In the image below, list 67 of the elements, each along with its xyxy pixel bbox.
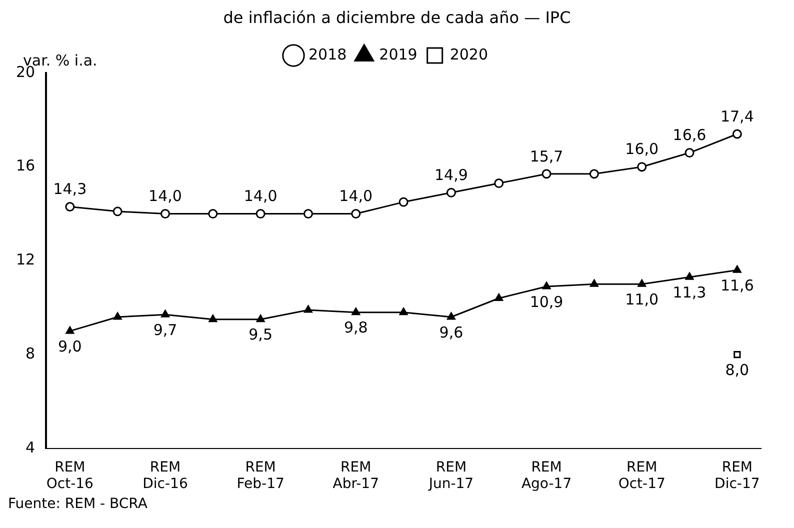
- point: [66, 326, 74, 334]
- data-label: 11,3: [672, 284, 706, 302]
- point: [590, 279, 598, 287]
- point: [542, 169, 552, 179]
- point: [446, 312, 456, 320]
- y-tick-label: 12: [16, 250, 36, 269]
- data-label: 14,0: [339, 187, 373, 206]
- data-label: 17,4: [720, 107, 754, 126]
- data-label: 9,7: [153, 321, 178, 340]
- point: [351, 209, 361, 219]
- x-tick-label: REM Dic-16: [142, 459, 188, 492]
- point: [304, 305, 312, 313]
- point: [65, 202, 75, 212]
- y-tick-label: 8: [26, 344, 36, 362]
- point: [732, 129, 742, 139]
- point: [208, 209, 218, 219]
- point: [589, 169, 599, 179]
- data-label: 11,6: [720, 276, 754, 294]
- chart-title: de inflación a diciembre de cada año — IPC: [222, 8, 572, 28]
- x-tick-label: REM Feb-17: [236, 459, 284, 492]
- legend-label: 2018: [308, 45, 347, 64]
- x-tick-label: REM Jun-17: [428, 459, 474, 492]
- data-label: 9,6: [439, 323, 464, 342]
- y-tick-label: 16: [16, 156, 36, 175]
- data-label: 11,0: [625, 290, 659, 309]
- point: [446, 188, 456, 198]
- point: [256, 314, 265, 322]
- point: [637, 162, 647, 172]
- legend-label: 2020: [450, 45, 488, 64]
- point: [303, 209, 313, 219]
- data-label: 14,0: [244, 187, 278, 206]
- point: [399, 308, 408, 316]
- x-tick-label: REM Oct-16: [46, 459, 94, 492]
- y-tick-label: 4: [26, 438, 36, 456]
- data-label: 16,0: [625, 140, 659, 158]
- point: [160, 209, 170, 219]
- point: [684, 148, 694, 158]
- point: [352, 308, 360, 316]
- point: [112, 206, 122, 216]
- data-label: 16,6: [672, 126, 706, 144]
- data-label: 8,0: [725, 360, 750, 379]
- point: [398, 197, 408, 207]
- x-tick-label: REM Ago-17: [521, 459, 572, 492]
- data-label: 9,5: [248, 326, 272, 344]
- point: [734, 350, 741, 358]
- data-label: 9,0: [58, 337, 82, 356]
- legend-label: 2019: [379, 45, 418, 64]
- point: [494, 293, 504, 301]
- point: [208, 314, 218, 322]
- point: [256, 209, 266, 219]
- data-label: 10,9: [530, 292, 564, 311]
- data-label: 14,0: [148, 187, 182, 206]
- x-tick-label: REM Dic-17: [714, 459, 760, 492]
- point: [161, 310, 170, 318]
- source-note: Fuente: REM - BCRA: [8, 496, 148, 514]
- data-label: 14,3: [53, 180, 87, 198]
- point: [113, 312, 122, 320]
- data-label: 14,9: [434, 166, 468, 184]
- point: [685, 272, 694, 280]
- point: [638, 279, 646, 287]
- x-tick-label: REM Oct-17: [618, 459, 666, 492]
- point: [732, 265, 742, 273]
- point: [542, 282, 551, 290]
- data-label: 9,8: [344, 318, 368, 337]
- x-tick-label: REM Abr-17: [332, 459, 379, 492]
- point: [494, 178, 504, 188]
- data-label: 15,7: [530, 147, 564, 166]
